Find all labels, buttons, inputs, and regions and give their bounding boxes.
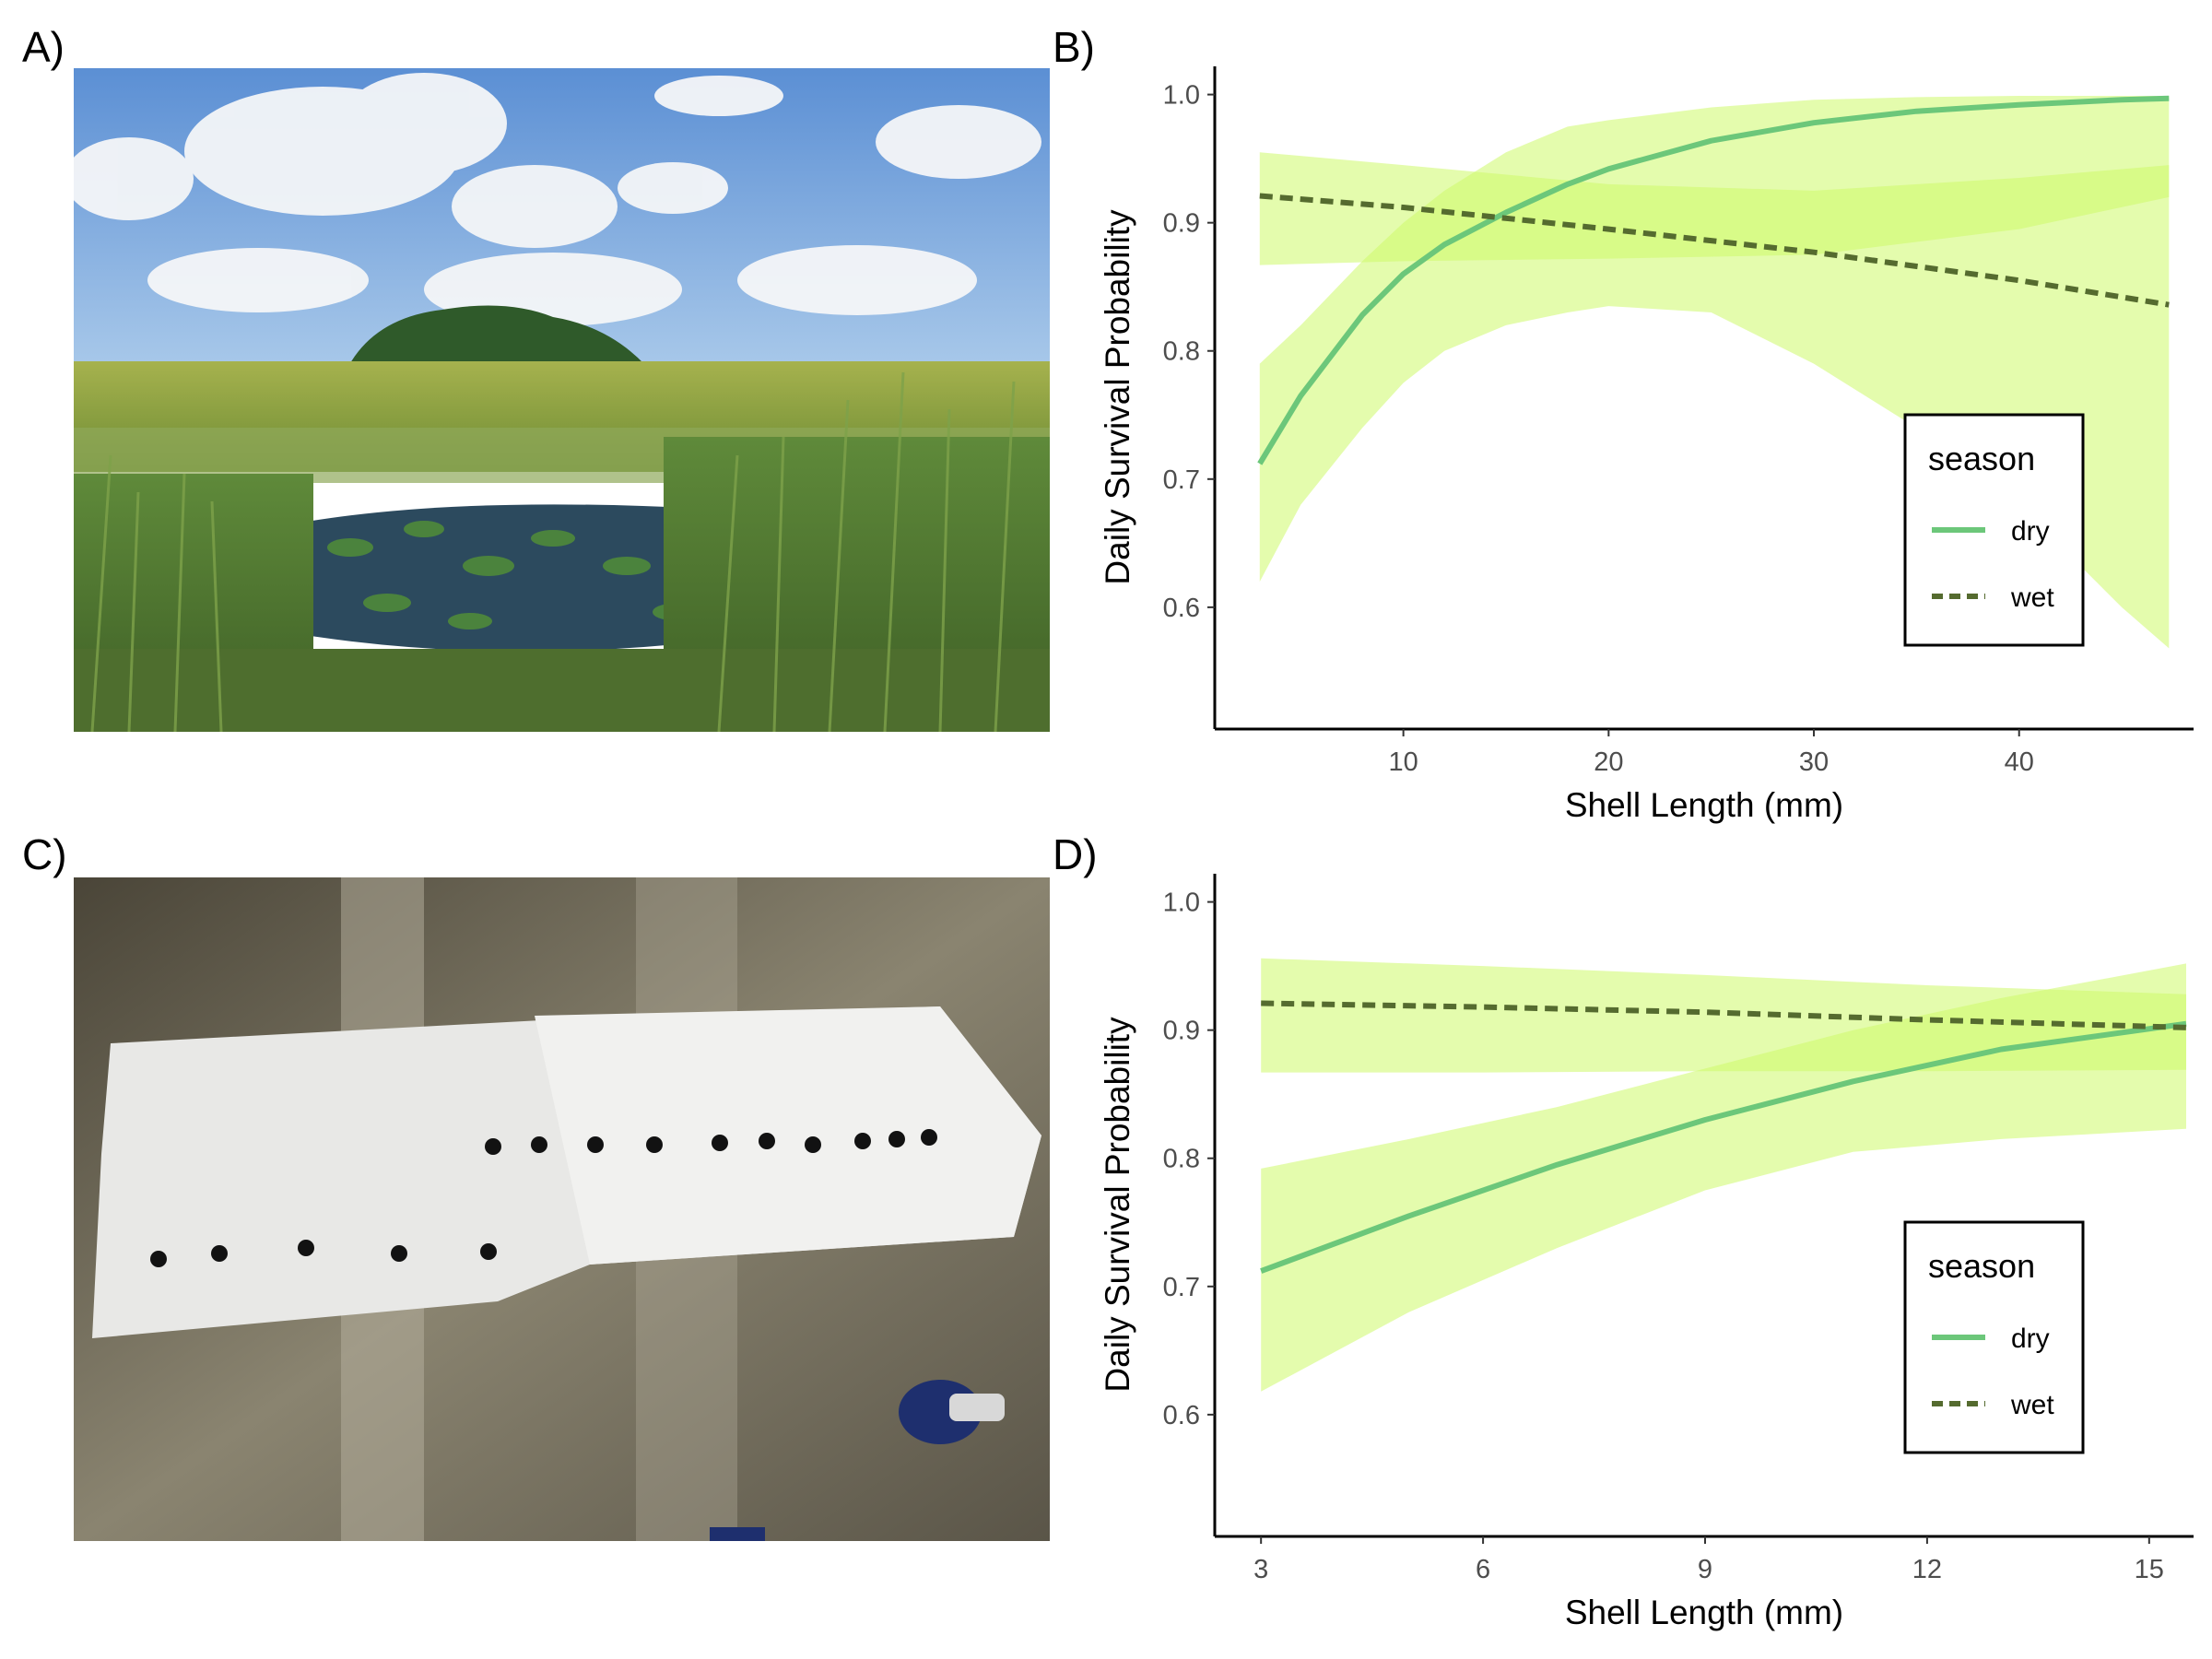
- y-ticks: 0.6 0.7 0.8 0.9 1.0: [1163, 888, 1215, 1430]
- panel-label-b: B): [1053, 23, 1095, 71]
- ribbon-wet: [1261, 958, 2186, 1073]
- chart-b: 0.6 0.7 0.8 0.9 1.0 10 20 30 40 Shell Length (m…: [1099, 66, 2194, 824]
- ribbon-group: [1261, 958, 2186, 1392]
- chart-d: 0.6 0.7 0.8 0.9 1.0 3 6 9 12 15 Shell Length (mm…: [1099, 874, 2194, 1631]
- x-tick-label: 20: [1594, 747, 1623, 777]
- x-tick-label: 15: [2135, 1555, 2164, 1584]
- y-tick-label: 0.7: [1163, 1273, 1200, 1302]
- x-tick-label: 10: [1389, 747, 1418, 777]
- y-tick-label: 1.0: [1163, 81, 1200, 111]
- y-tick-label: 0.8: [1163, 337, 1200, 367]
- y-axis-title: Daily Survival Probability: [1099, 1017, 1136, 1393]
- y-tick-label: 0.7: [1163, 465, 1200, 495]
- line-group: [1257, 95, 2170, 465]
- legend-title: season: [1928, 1247, 2035, 1285]
- line-group: [1260, 1000, 2187, 1274]
- ribbon-group: [1259, 96, 2170, 649]
- y-ticks: 0.6 0.7 0.8 0.9 1.0: [1163, 81, 1215, 623]
- y-tick-label: 0.8: [1163, 1145, 1200, 1174]
- y-tick-label: 1.0: [1163, 888, 1200, 918]
- legend: season dry wet: [1903, 1220, 2085, 1454]
- legend-label-dry: dry: [2011, 516, 2050, 547]
- line-dry: [1257, 95, 2170, 465]
- x-axis-title: Shell Length (mm): [1565, 1594, 1843, 1631]
- y-tick-label: 0.6: [1163, 594, 1200, 623]
- line-dry: [1260, 1020, 2187, 1274]
- legend-box: [1903, 413, 2085, 647]
- x-tick-label: 30: [1799, 747, 1829, 777]
- x-tick-label: 3: [1253, 1555, 1268, 1584]
- x-tick-label: 6: [1476, 1555, 1490, 1584]
- panel-label-a: A): [22, 23, 65, 71]
- legend-label-dry: dry: [2011, 1324, 2050, 1354]
- y-tick-label: 0.6: [1163, 1401, 1200, 1430]
- panel-label-c: C): [22, 830, 67, 878]
- ribbon-wet: [1259, 152, 2170, 265]
- y-tick-label: 0.9: [1163, 1017, 1200, 1046]
- legend: season dry wet: [1903, 413, 2085, 647]
- x-ticks: 10 20 30 40: [1389, 729, 2034, 777]
- y-axis-title: Daily Survival Probability: [1099, 209, 1136, 585]
- x-axis-title: Shell Length (mm): [1565, 786, 1843, 824]
- x-ticks: 3 6 9 12 15: [1253, 1536, 2164, 1584]
- legend-title: season: [1928, 440, 2035, 477]
- x-tick-label: 9: [1698, 1555, 1712, 1584]
- line-wet: [1261, 1000, 2187, 1030]
- snail-photo: [74, 877, 1050, 1541]
- y-tick-label: 0.9: [1163, 209, 1200, 239]
- x-tick-label: 12: [1912, 1555, 1942, 1584]
- legend-label-wet: wet: [2010, 582, 2054, 613]
- line-wet: [1259, 193, 2170, 308]
- legend-label-wet: wet: [2010, 1390, 2054, 1420]
- wetland-photo: [74, 68, 1050, 732]
- x-tick-label: 40: [2005, 747, 2034, 777]
- panel-label-d: D): [1053, 830, 1098, 878]
